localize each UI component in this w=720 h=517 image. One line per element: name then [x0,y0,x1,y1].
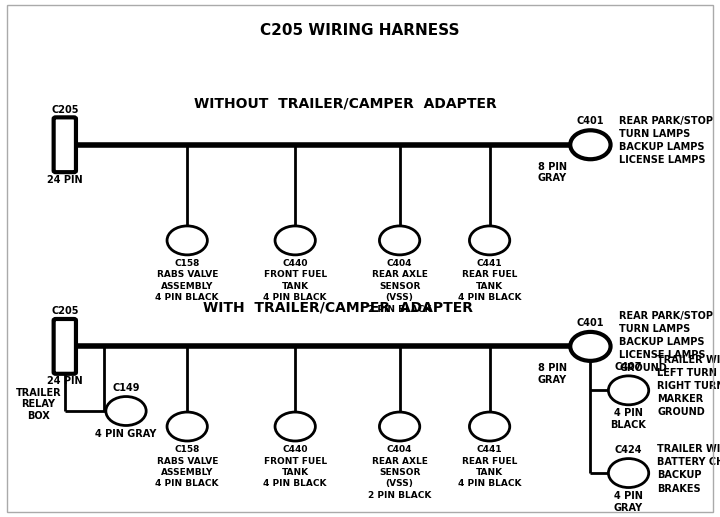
Text: C404
REAR AXLE
SENSOR
(VSS)
2 PIN BLACK: C404 REAR AXLE SENSOR (VSS) 2 PIN BLACK [368,445,431,500]
Text: TRAILER WIRES
LEFT TURN
RIGHT TURN
MARKER
GROUND: TRAILER WIRES LEFT TURN RIGHT TURN MARKE… [657,355,720,417]
Text: 4 PIN
GRAY: 4 PIN GRAY [614,491,643,513]
Circle shape [167,412,207,441]
Text: C440
FRONT FUEL
TANK
4 PIN BLACK: C440 FRONT FUEL TANK 4 PIN BLACK [264,445,327,489]
Text: WITHOUT  TRAILER/CAMPER  ADAPTER: WITHOUT TRAILER/CAMPER ADAPTER [194,96,497,111]
Circle shape [275,412,315,441]
Text: TRAILER WIRES
BATTERY CHARGE
BACKUP
BRAKES: TRAILER WIRES BATTERY CHARGE BACKUP BRAK… [657,444,720,494]
Text: WITH  TRAILER/CAMPER  ADAPTER: WITH TRAILER/CAMPER ADAPTER [203,300,474,315]
Circle shape [379,226,420,255]
Text: REAR PARK/STOP
TURN LAMPS
BACKUP LAMPS
LICENSE LAMPS
GROUND: REAR PARK/STOP TURN LAMPS BACKUP LAMPS L… [619,311,714,373]
Text: C158
RABS VALVE
ASSEMBLY
4 PIN BLACK: C158 RABS VALVE ASSEMBLY 4 PIN BLACK [156,259,219,302]
FancyBboxPatch shape [53,319,76,374]
Text: C401: C401 [577,318,604,328]
Circle shape [275,226,315,255]
Text: C407: C407 [615,362,642,372]
Text: C205: C205 [51,307,78,316]
Text: C149: C149 [112,383,140,393]
Circle shape [608,376,649,405]
Text: C205: C205 [51,105,78,115]
Text: 24 PIN: 24 PIN [47,376,83,386]
Circle shape [469,226,510,255]
Text: 4 PIN
BLACK: 4 PIN BLACK [611,408,647,430]
FancyBboxPatch shape [53,117,76,172]
Text: REAR PARK/STOP
TURN LAMPS
BACKUP LAMPS
LICENSE LAMPS: REAR PARK/STOP TURN LAMPS BACKUP LAMPS L… [619,116,714,165]
Text: C205 WIRING HARNESS: C205 WIRING HARNESS [260,23,460,38]
Text: 8 PIN
GRAY: 8 PIN GRAY [538,363,567,385]
Circle shape [608,459,649,488]
Text: 8 PIN
GRAY: 8 PIN GRAY [538,162,567,184]
Text: C424: C424 [615,445,642,455]
Circle shape [106,397,146,425]
Text: 24 PIN: 24 PIN [47,175,83,185]
Text: C158
RABS VALVE
ASSEMBLY
4 PIN BLACK: C158 RABS VALVE ASSEMBLY 4 PIN BLACK [156,445,219,489]
Circle shape [469,412,510,441]
Circle shape [379,412,420,441]
Text: TRAILER
RELAY
BOX: TRAILER RELAY BOX [16,388,61,421]
Circle shape [167,226,207,255]
Text: C440
FRONT FUEL
TANK
4 PIN BLACK: C440 FRONT FUEL TANK 4 PIN BLACK [264,259,327,302]
Circle shape [570,130,611,159]
Text: C441
REAR FUEL
TANK
4 PIN BLACK: C441 REAR FUEL TANK 4 PIN BLACK [458,445,521,489]
Text: C404
REAR AXLE
SENSOR
(VSS)
2 PIN BLACK: C404 REAR AXLE SENSOR (VSS) 2 PIN BLACK [368,259,431,314]
Text: C441
REAR FUEL
TANK
4 PIN BLACK: C441 REAR FUEL TANK 4 PIN BLACK [458,259,521,302]
Text: C401: C401 [577,116,604,126]
Text: 4 PIN GRAY: 4 PIN GRAY [95,429,157,439]
Circle shape [570,332,611,361]
